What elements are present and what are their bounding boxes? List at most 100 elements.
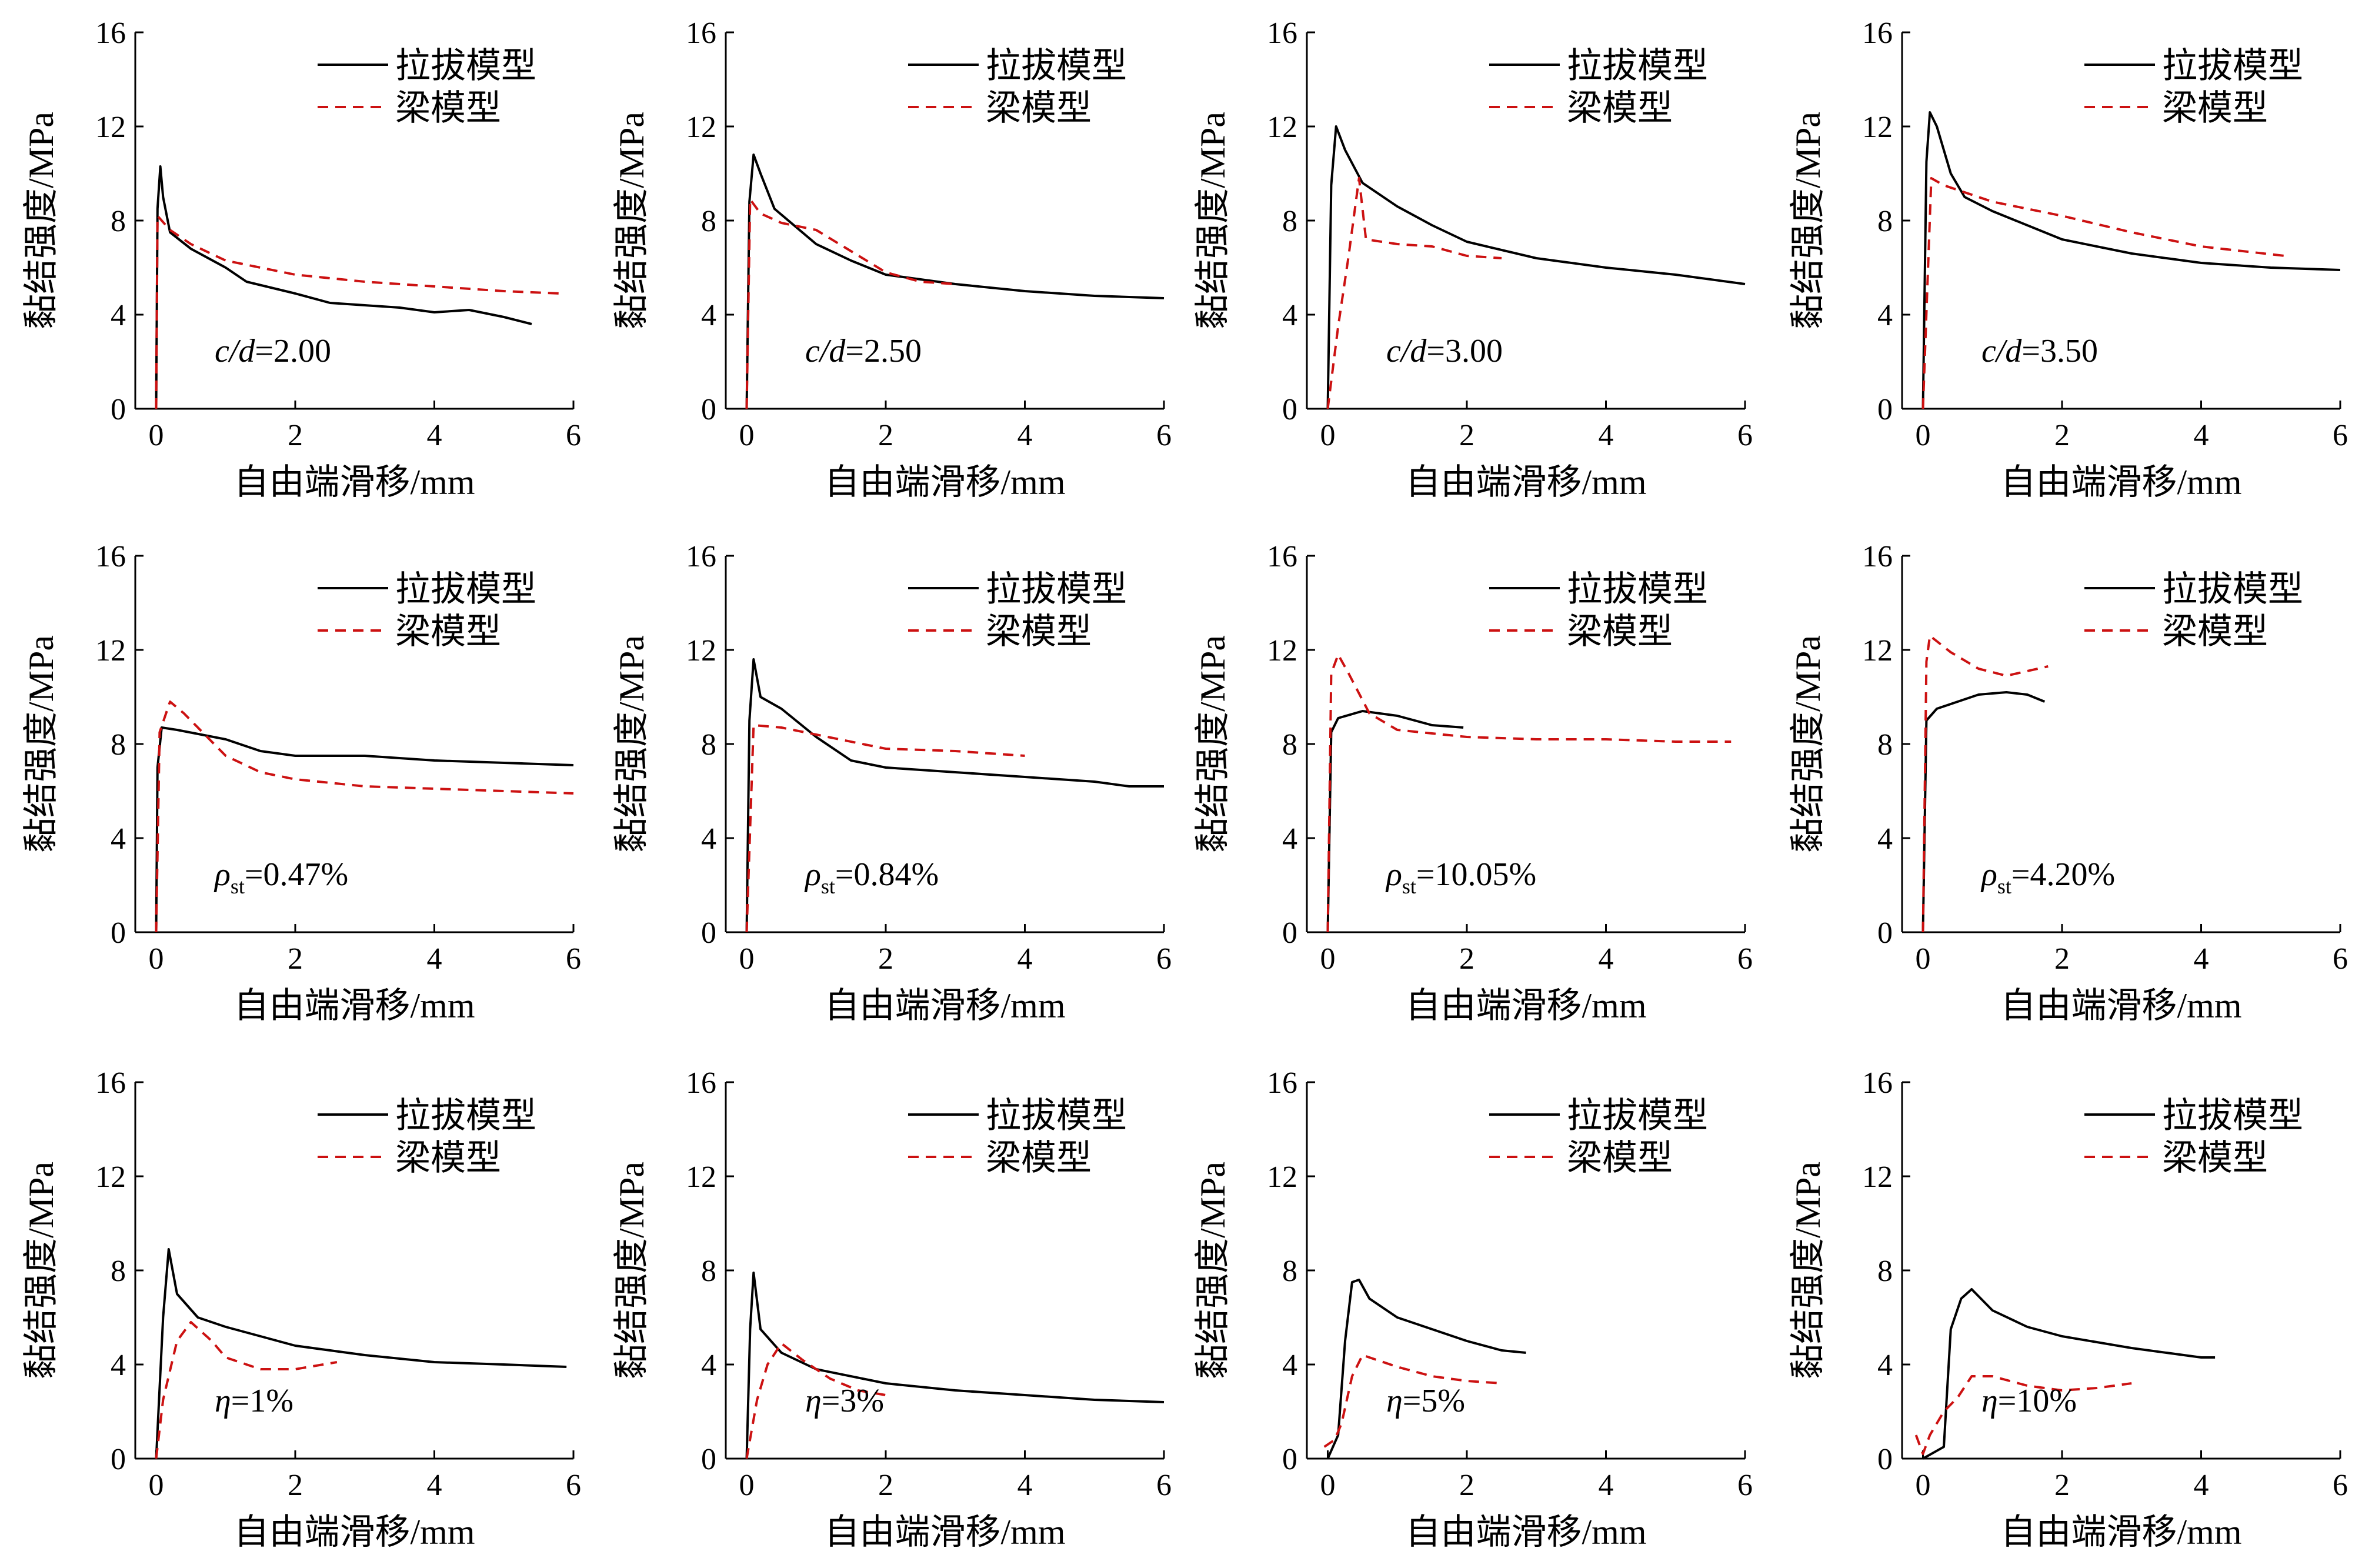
y-tick-label: 8 <box>701 205 716 238</box>
x-tick-label: 6 <box>566 942 581 976</box>
y-tick-label: 16 <box>95 16 126 50</box>
y-tick-label: 4 <box>701 822 716 856</box>
y-tick-label: 0 <box>111 393 126 426</box>
y-tick-label: 12 <box>1267 111 1297 144</box>
y-axis-label: 黏结强度/MPa <box>22 112 61 329</box>
x-tick-label: 0 <box>739 942 754 976</box>
x-axis-label: 自由端滑移/mm <box>233 986 475 1025</box>
x-tick-label: 6 <box>2333 419 2348 452</box>
parameter-annotation: ρst=0.47% <box>213 856 348 898</box>
x-tick-label: 6 <box>1737 419 1753 452</box>
x-tick-label: 4 <box>1017 942 1032 976</box>
annotation-value: =2.00 <box>255 333 331 369</box>
y-tick-label: 0 <box>701 1443 716 1476</box>
x-tick-label: 2 <box>2054 419 2070 452</box>
legend-label: 梁模型 <box>986 1139 1092 1177</box>
series-line-2 <box>1921 635 2049 933</box>
y-axis-label: 黏结强度/MPa <box>1193 635 1232 853</box>
x-tick-label: 4 <box>426 419 442 452</box>
annotation-value: =0.84% <box>835 856 939 893</box>
y-tick-label: 4 <box>701 1349 716 1382</box>
series-line-2 <box>155 1321 338 1459</box>
y-tick-label: 16 <box>95 540 126 573</box>
y-tick-label: 16 <box>1862 1066 1893 1100</box>
x-tick-label: 0 <box>148 419 164 452</box>
y-tick-label: 4 <box>1282 299 1297 332</box>
y-axis-label: 黏结强度/MPa <box>612 112 651 329</box>
series-line-1 <box>1921 111 2341 409</box>
x-axis-label: 自由端滑移/mm <box>233 463 475 502</box>
y-tick-label: 4 <box>1877 299 1893 332</box>
annotation-value: =3% <box>822 1383 884 1419</box>
x-tick-label: 0 <box>1915 419 1930 452</box>
y-tick-label: 0 <box>701 916 716 950</box>
series-line-2 <box>745 198 956 409</box>
x-tick-label: 4 <box>2193 1469 2208 1502</box>
annotation-variable: η <box>1386 1383 1403 1419</box>
x-tick-label: 2 <box>288 1469 303 1502</box>
x-tick-label: 6 <box>1156 1469 1172 1502</box>
x-tick-label: 2 <box>288 419 303 452</box>
y-tick-label: 8 <box>1877 205 1893 238</box>
series-line-1 <box>155 165 532 409</box>
y-tick-label: 16 <box>1267 1066 1297 1100</box>
y-tick-label: 12 <box>1862 634 1893 668</box>
y-tick-label: 0 <box>1282 916 1297 950</box>
y-tick-label: 12 <box>686 1160 716 1194</box>
x-tick-label: 6 <box>1156 942 1172 976</box>
y-axis-label: 黏结强度/MPa <box>1193 1162 1232 1379</box>
y-tick-label: 12 <box>1267 634 1297 668</box>
y-tick-label: 4 <box>701 299 716 332</box>
annotation-variable: c/d <box>1386 333 1427 369</box>
y-tick-label: 8 <box>111 1255 126 1288</box>
x-axis-label: 自由端滑移/mm <box>1405 986 1646 1025</box>
annotation-value: =3.00 <box>1426 333 1503 369</box>
series-line-1 <box>155 726 574 933</box>
legend-label: 拉拔模型 <box>2162 1096 2303 1135</box>
annotation-variable: ρ <box>213 856 231 893</box>
annotation-subscript: st <box>231 875 245 898</box>
y-tick-label: 0 <box>1282 1443 1297 1476</box>
x-axis-label: 自由端滑移/mm <box>824 463 1065 502</box>
y-tick-label: 0 <box>111 916 126 950</box>
legend-label: 拉拔模型 <box>1567 570 1708 609</box>
x-tick-label: 4 <box>1598 942 1613 976</box>
legend-label: 梁模型 <box>1567 1139 1673 1177</box>
legend-label: 拉拔模型 <box>1567 1096 1708 1135</box>
x-tick-label: 2 <box>878 419 893 452</box>
x-tick-label: 0 <box>739 419 754 452</box>
x-tick-label: 4 <box>1598 1469 1613 1502</box>
x-tick-label: 2 <box>2054 942 2070 976</box>
annotation-variable: ρ <box>804 856 821 893</box>
annotation-subscript: st <box>821 875 835 898</box>
y-tick-label: 12 <box>1862 1160 1893 1194</box>
y-tick-label: 4 <box>111 1349 126 1382</box>
x-tick-label: 4 <box>2193 942 2208 976</box>
y-tick-label: 16 <box>95 1066 126 1100</box>
annotation-value: =10% <box>1998 1383 2077 1419</box>
x-tick-label: 6 <box>566 1469 581 1502</box>
parameter-annotation: η=3% <box>805 1383 884 1419</box>
series-line-2 <box>155 700 574 933</box>
y-tick-label: 8 <box>701 1255 716 1288</box>
series-line-1 <box>745 154 1165 409</box>
legend-label: 梁模型 <box>395 89 501 128</box>
legend-label: 梁模型 <box>1567 612 1673 651</box>
legend-label: 拉拔模型 <box>986 570 1127 609</box>
annotation-variable: c/d <box>215 333 255 369</box>
annotation-variable: c/d <box>805 333 846 369</box>
annotation-value: =0.47% <box>245 856 348 893</box>
y-tick-label: 16 <box>1267 540 1297 573</box>
parameter-annotation: η=10% <box>1981 1383 2077 1419</box>
series-line-1 <box>1326 1279 1526 1459</box>
legend-label: 拉拔模型 <box>395 570 536 609</box>
series-line-1 <box>745 1272 1165 1459</box>
legend-label: 梁模型 <box>2162 89 2268 128</box>
y-tick-label: 12 <box>95 1160 126 1194</box>
